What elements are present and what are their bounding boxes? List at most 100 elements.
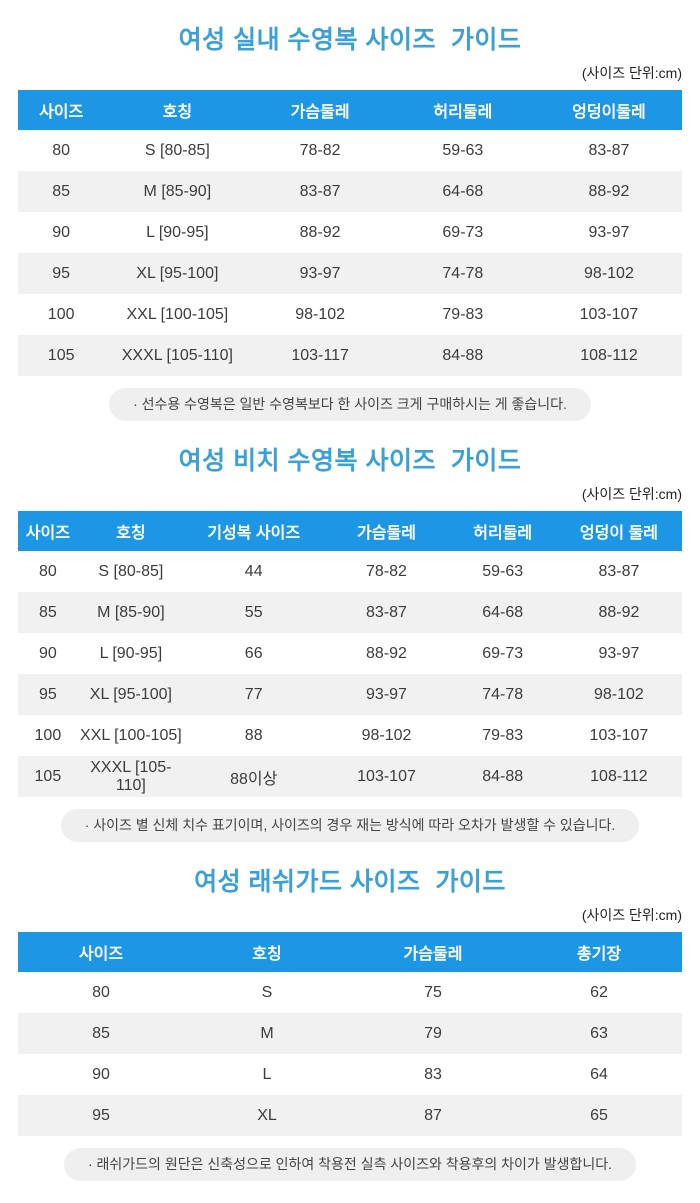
table-cell: S — [261, 983, 273, 1001]
table-row: 90 L [90-95] 66 88-92 69-73 93-97 — [18, 633, 682, 674]
table-cell: 75 — [424, 983, 442, 1001]
column-header: 가슴둘레 — [250, 90, 390, 130]
size-table: 사이즈 호칭 가슴둘레 허리둘레 엉덩이둘레 80 S [80-85] 78-82 59-63 8… — [18, 90, 682, 376]
table-cell: 98-102 — [535, 253, 682, 294]
table-cell: 83-87 — [598, 562, 640, 580]
column-header: 사이즈 — [18, 511, 78, 551]
column-header: 엉덩이 둘레 — [555, 511, 682, 551]
note-pill: · 래쉬가드의 원단은 신축성으로 인하여 착용전 실측 사이즈와 착용후의 차… — [63, 1148, 636, 1181]
section-title: 여성 실내 수영복 사이즈 가이드 — [178, 26, 522, 54]
table-cell: 103-117 — [250, 335, 390, 376]
table-cell: 83 — [424, 1065, 442, 1083]
table-cell: 66 — [244, 644, 263, 662]
size-table: 사이즈 호칭 기성복 사이즈 가슴둘레 허리둘레 엉덩이 둘레 80 S [80-85] 44 7… — [18, 511, 682, 797]
table-cell: 100 — [34, 726, 62, 744]
table-cell: 108-112 — [555, 756, 682, 797]
table-cell: 74-78 — [389, 253, 536, 294]
table-cell: 90 — [92, 1065, 110, 1083]
table-cell: 85 — [18, 1013, 184, 1054]
table-cell: 84-88 — [449, 756, 556, 797]
table-cell: XL — [184, 1095, 350, 1136]
table-row: 100 XXL [100-105] 98-102 79-83 103-107 — [18, 294, 682, 335]
header-row: 사이즈 호칭 기성복 사이즈 가슴둘레 허리둘레 엉덩이 둘레 — [18, 511, 682, 551]
size-guide-section: 여성 래쉬가드 사이즈 가이드 (사이즈 단위:cm) 사이즈 호칭 가슴둘레 총기장 80… — [0, 864, 700, 1181]
table-cell: 105 — [18, 756, 78, 797]
table-cell: XXL [100-105] — [80, 726, 182, 744]
table-cell: 85 — [18, 592, 78, 633]
column-header: 허리둘레 — [389, 90, 536, 130]
table-cell: 79 — [350, 1013, 516, 1054]
table-cell: S [80-85] — [144, 141, 210, 159]
table-row: 95 XL 87 65 — [18, 1095, 682, 1136]
table-row: 80 S 75 62 — [18, 972, 682, 1013]
column-header: 사이즈 — [18, 90, 105, 130]
note-row: · 래쉬가드의 원단은 신축성으로 인하여 착용전 실측 사이즈와 착용후의 차… — [0, 1148, 700, 1181]
table-cell: 79-83 — [482, 726, 524, 744]
note-pill: · 선수용 수영복은 일반 수영복보다 한 사이즈 크게 구매하시는 게 좋습니… — [109, 388, 591, 421]
table-cell: S [80-85] — [98, 562, 164, 580]
table-cell: 63 — [516, 1013, 682, 1054]
table-cell: 74-78 — [449, 674, 556, 715]
table-row: 95 XL [95-100] 93-97 74-78 98-102 — [18, 253, 682, 294]
unit-label: (사이즈 단위:cm) — [581, 907, 682, 923]
table-cell: 93-97 — [598, 644, 640, 662]
size-guide-section: 여성 비치 수영복 사이즈 가이드 (사이즈 단위:cm) 사이즈 호칭 기성복 사이즈… — [0, 443, 700, 842]
table-cell: 55 — [183, 592, 324, 633]
table-row: 95 XL [95-100] 77 93-97 74-78 98-102 — [18, 674, 682, 715]
table-cell: 69-73 — [442, 223, 484, 241]
column-header: 가슴둘레 — [350, 932, 516, 972]
section-title: 여성 비치 수영복 사이즈 가이드 — [178, 447, 522, 475]
table-cell: L [90-95] — [146, 223, 209, 241]
table-cell: 44 — [244, 562, 263, 580]
table-cell: XXXL [105-110] — [104, 335, 251, 376]
table-cell: 95 — [18, 253, 105, 294]
unit-label: (사이즈 단위:cm) — [581, 486, 682, 502]
section-title: 여성 래쉬가드 사이즈 가이드 — [194, 868, 506, 896]
table-cell: 78-82 — [366, 562, 407, 580]
table-cell: 80 — [38, 562, 57, 580]
table-cell: 59-63 — [482, 562, 524, 580]
table-cell: 83-87 — [323, 592, 450, 633]
table-cell: 69-73 — [482, 644, 524, 662]
column-header: 총기장 — [516, 932, 682, 972]
table-cell: 80 — [92, 983, 110, 1001]
table-cell: 83-87 — [588, 141, 630, 159]
table-row: 80 S [80-85] 78-82 59-63 83-87 — [18, 130, 682, 171]
table-cell: 103-107 — [579, 305, 639, 323]
column-header: 호칭 — [184, 932, 350, 972]
table-cell: 64-68 — [389, 171, 536, 212]
table-cell: 88-92 — [535, 171, 682, 212]
table-cell: 62 — [590, 983, 608, 1001]
table-row: 105 XXXL [105-110] 103-117 84-88 108-112 — [18, 335, 682, 376]
column-header: 기성복 사이즈 — [183, 511, 324, 551]
table-row: 90 L 83 64 — [18, 1054, 682, 1095]
table-cell: 103-107 — [589, 726, 649, 744]
table-cell: L [90-95] — [99, 644, 163, 662]
table-cell: 87 — [350, 1095, 516, 1136]
table-cell: XXXL [105-110] — [77, 756, 184, 797]
table-cell: M [85-90] — [77, 592, 184, 633]
table-cell: 90 — [52, 223, 71, 241]
table-cell: 105 — [18, 335, 105, 376]
table-cell: 93-97 — [250, 253, 390, 294]
column-header: 호칭 — [77, 511, 184, 551]
note-row: · 선수용 수영복은 일반 수영복보다 한 사이즈 크게 구매하시는 게 좋습니… — [0, 388, 700, 421]
column-header: 엉덩이둘레 — [535, 90, 682, 130]
table-cell: 93-97 — [588, 223, 630, 241]
table-cell: 95 — [18, 674, 78, 715]
table-cell: 64 — [590, 1065, 608, 1083]
table-row: 80 S [80-85] 44 78-82 59-63 83-87 — [18, 551, 682, 592]
table-cell: 77 — [183, 674, 324, 715]
table-row: 85 M [85-90] 55 83-87 64-68 88-92 — [18, 592, 682, 633]
table-cell: 98-102 — [555, 674, 682, 715]
table-cell: 103-107 — [323, 756, 450, 797]
table-cell: 84-88 — [389, 335, 536, 376]
table-cell: L — [262, 1065, 272, 1083]
table-cell: 88이상 — [183, 756, 324, 797]
unit-label: (사이즈 단위:cm) — [581, 65, 682, 81]
header-row: 사이즈 호칭 가슴둘레 허리둘레 엉덩이둘레 — [18, 90, 682, 130]
table-cell: 65 — [516, 1095, 682, 1136]
table-cell: 59-63 — [442, 141, 484, 159]
table-cell: 88-92 — [366, 644, 407, 662]
table-row: 100 XXL [100-105] 88 98-102 79-83 103-107 — [18, 715, 682, 756]
